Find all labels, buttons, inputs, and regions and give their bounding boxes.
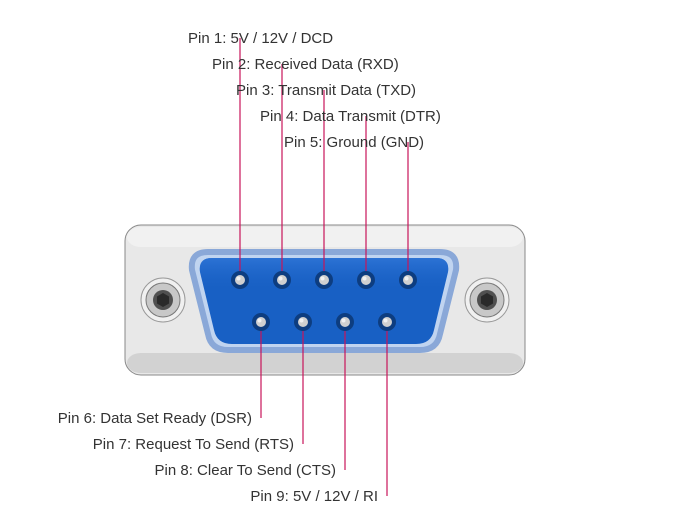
pin-label-8: Pin 8: Clear To Send (CTS) xyxy=(155,462,336,479)
pin-label-5: Pin 5: Ground (GND) xyxy=(284,134,424,151)
pin-label-2: Pin 2: Received Data (RXD) xyxy=(212,56,399,73)
pin-label-9: Pin 9: 5V / 12V / RI xyxy=(250,488,378,505)
pin-label-3: Pin 3: Transmit Data (TXD) xyxy=(236,82,416,99)
pin-label-7: Pin 7: Request To Send (RTS) xyxy=(93,436,294,453)
pin-label-4: Pin 4: Data Transmit (DTR) xyxy=(260,108,441,125)
pin-label-1: Pin 1: 5V / 12V / DCD xyxy=(188,30,333,47)
pin-label-6: Pin 6: Data Set Ready (DSR) xyxy=(58,410,252,427)
